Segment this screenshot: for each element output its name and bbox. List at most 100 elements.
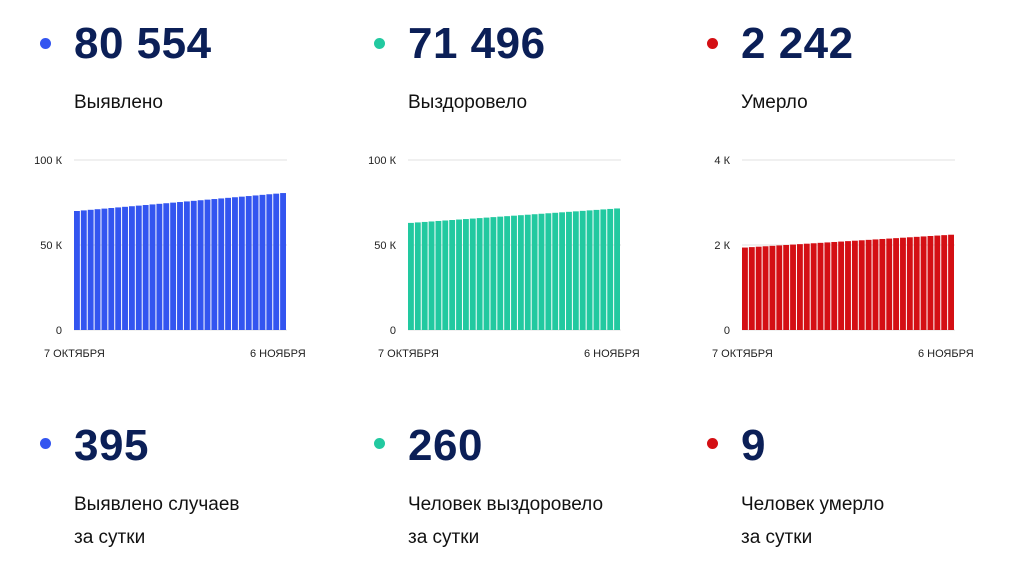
x-start-label: 7 ОКТЯБРЯ <box>712 348 773 360</box>
bar <box>920 236 927 330</box>
bar <box>934 235 941 330</box>
bar <box>421 221 428 330</box>
recovered-dot-icon <box>374 38 385 49</box>
daily-detected-value: 395 <box>74 421 149 470</box>
daily-detected-line2: за сутки <box>74 527 146 548</box>
bar <box>790 244 796 330</box>
bar <box>428 221 435 330</box>
x-end-label: 6 НОЯБРЯ <box>918 348 974 360</box>
bar <box>769 245 776 330</box>
bar <box>170 202 177 330</box>
bar <box>476 218 483 330</box>
x-start-label: 7 ОКТЯБРЯ <box>44 348 105 360</box>
y-tick-label: 4 К <box>714 155 730 167</box>
daily-detected-line1: Выявлено случаев <box>74 494 240 515</box>
y-tick-label: 0 <box>56 325 62 337</box>
bar <box>273 193 280 330</box>
y-tick-label: 0 <box>724 325 730 337</box>
deaths-label: Умерло <box>741 92 808 113</box>
y-tick-label: 2 К <box>714 240 730 252</box>
bar <box>858 240 865 330</box>
bar <box>593 209 600 330</box>
bar <box>87 209 94 330</box>
deaths-dot-icon <box>707 38 718 49</box>
bar <box>872 239 879 330</box>
bar <box>879 238 886 330</box>
bar <box>906 237 913 330</box>
x-start-label: 7 ОКТЯБРЯ <box>378 348 439 360</box>
bar <box>204 199 211 330</box>
bar <box>259 194 266 330</box>
x-end-label: 6 НОЯБРЯ <box>584 348 640 360</box>
y-tick-label: 50 К <box>374 240 396 252</box>
bar <box>817 242 824 330</box>
x-end-label: 6 НОЯБРЯ <box>250 348 306 360</box>
bar <box>74 211 80 330</box>
bar <box>572 211 579 330</box>
y-tick-label: 50 К <box>40 240 62 252</box>
bar <box>108 208 115 330</box>
chart-recovered: 0 50 К 100 К 7 ОКТЯБРЯ 6 НОЯБРЯ <box>368 155 640 360</box>
daily-recovered-dot-icon <box>374 438 385 449</box>
bar <box>886 238 893 330</box>
bar <box>456 219 462 330</box>
bar <box>435 220 442 330</box>
bar <box>579 210 586 330</box>
daily-deaths-value: 9 <box>741 421 766 470</box>
y-tick-label: 100 К <box>368 155 396 167</box>
bar <box>245 196 252 330</box>
chart-detected: 0 50 К 100 К 7 ОКТЯБРЯ 6 НОЯБРЯ <box>34 155 306 360</box>
bar <box>232 197 238 330</box>
bar <box>94 209 101 330</box>
bar <box>851 240 858 330</box>
bar <box>408 222 414 330</box>
bar <box>559 212 566 330</box>
bar <box>197 200 204 330</box>
bar <box>177 202 183 330</box>
daily-recovered-value: 260 <box>408 421 483 470</box>
bar <box>490 217 497 330</box>
recovered-label: Выздоровело <box>408 92 528 113</box>
bar <box>614 208 620 330</box>
bar <box>449 220 456 330</box>
bar <box>497 216 504 330</box>
bar <box>566 211 572 330</box>
bar <box>941 235 948 330</box>
bar <box>552 212 559 330</box>
bar <box>483 217 490 330</box>
y-tick-label: 100 К <box>34 155 62 167</box>
bar <box>783 244 790 330</box>
daily-detected-dot-icon <box>40 438 51 449</box>
bar <box>742 247 748 330</box>
bar <box>517 215 524 330</box>
bar <box>190 200 197 330</box>
bar <box>504 216 511 330</box>
bar <box>893 238 900 330</box>
bar <box>607 208 614 330</box>
chart-deaths: 0 2 К 4 К 7 ОКТЯБРЯ 6 НОЯБРЯ <box>712 155 974 360</box>
bar <box>796 244 803 330</box>
bar <box>183 201 190 330</box>
bar <box>122 206 128 330</box>
detected-label: Выявлено <box>74 92 163 113</box>
bar <box>586 210 593 330</box>
bar <box>469 218 476 330</box>
deaths-total: 2 242 <box>741 19 854 68</box>
bar <box>600 209 607 330</box>
bar <box>101 208 108 330</box>
bar <box>531 214 538 330</box>
daily-recovered-line2: за сутки <box>408 527 480 548</box>
bar <box>211 199 218 330</box>
bar <box>156 203 163 330</box>
bar <box>80 210 87 330</box>
bar <box>865 239 872 330</box>
bar <box>511 215 517 330</box>
y-tick-label: 0 <box>390 325 396 337</box>
bar <box>927 236 934 330</box>
bar <box>748 247 755 330</box>
daily-deaths-line1: Человек умерло <box>741 494 885 515</box>
bar <box>803 243 810 330</box>
daily-recovered-line1: Человек выздоровело <box>408 494 604 515</box>
bar <box>524 214 531 330</box>
bar <box>900 237 906 330</box>
